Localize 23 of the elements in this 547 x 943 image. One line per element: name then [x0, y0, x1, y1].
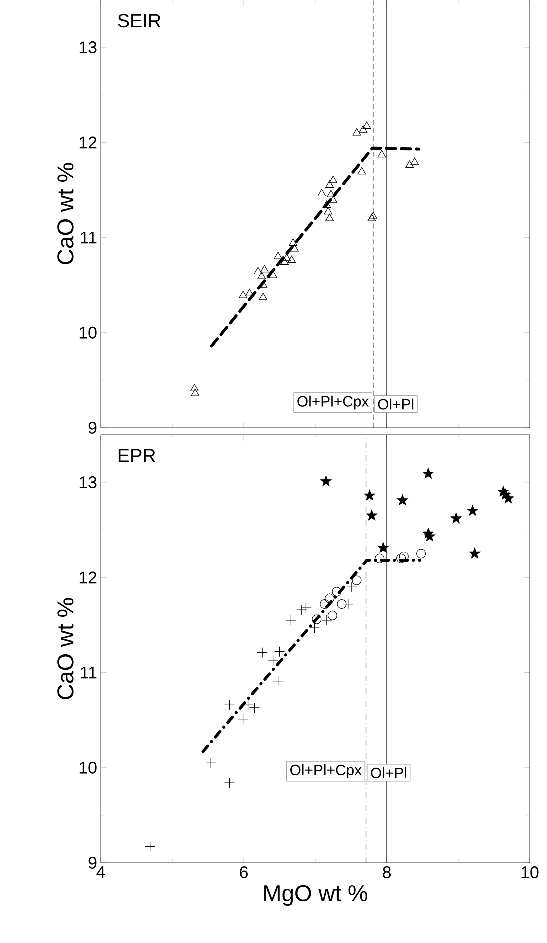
- annotation: Ol+Pl+Cpx: [290, 764, 362, 778]
- x-tick-label: 6: [240, 866, 248, 879]
- y-tick-label: 13: [80, 42, 97, 54]
- annotation: Ol+Pl: [378, 398, 414, 410]
- y-tick-label: 9: [88, 422, 97, 434]
- annotation: Ol+Pl+Cpx: [298, 396, 370, 410]
- x-tick-label: 4: [96, 866, 106, 878]
- y-tick-label: 12: [80, 572, 97, 584]
- x-axis-title: MgO wt %: [264, 885, 368, 906]
- y-axis-title: CaO wt %: [58, 163, 74, 264]
- text: EPR: [118, 449, 156, 462]
- x-tick-label: 10: [522, 866, 539, 879]
- y-tick-label: 11: [81, 666, 97, 679]
- y-tick-label: 12: [80, 136, 97, 149]
- y-tick-label: 11: [81, 232, 97, 244]
- y-tick-label: 10: [80, 762, 97, 774]
- annotation: Ol+Pl: [371, 768, 406, 778]
- y-tick-label: 10: [80, 326, 97, 339]
- y-axis-title: CaO wt %: [58, 598, 74, 700]
- y-tick-label: 9: [88, 856, 97, 869]
- x-tick-label: 8: [383, 866, 391, 879]
- y-tick-label: 13: [80, 476, 97, 489]
- text: SEIR: [118, 14, 161, 28]
